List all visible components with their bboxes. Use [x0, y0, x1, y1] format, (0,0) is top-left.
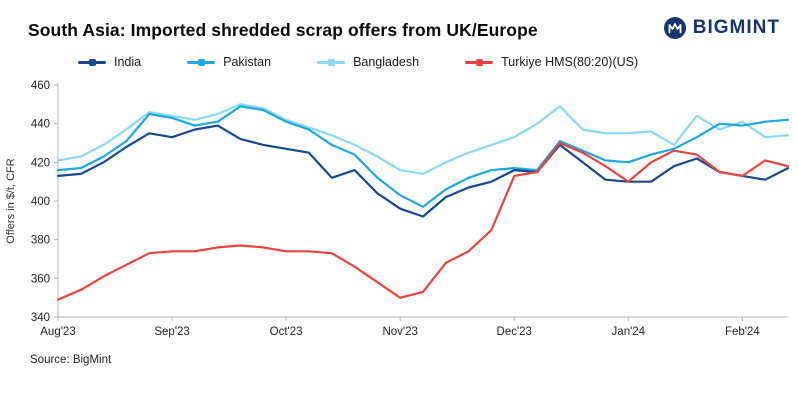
legend-item-pakistan: Pakistan	[187, 55, 271, 69]
chart-legend: India Pakistan Bangladesh Turkiye HMS(80:20…	[78, 55, 798, 69]
source-text: Source: BigMint	[30, 354, 112, 366]
bigmint-logo: BIGMINT	[663, 16, 780, 40]
y-tick-label: 340	[31, 312, 50, 324]
legend-swatch-pakistan	[187, 58, 216, 66]
x-tick-label: Sep'23	[154, 326, 189, 338]
y-tick-label: 360	[31, 273, 50, 285]
x-tick-label: Dec'23	[497, 326, 532, 338]
legend-item-india: India	[78, 55, 141, 69]
chart-wrap: 340 360 380 400 420 440 460 Aug'23 Sep'23 Oct'23 N…	[0, 75, 798, 352]
legend-label-turkiye-hms-80-20-us: Turkiye HMS(80:20)(US)	[501, 55, 639, 69]
x-tick-label: Nov'23	[382, 326, 417, 338]
series-line-pakistan	[56, 105, 790, 208]
x-tick-label: Feb'24	[725, 326, 760, 338]
page-title: South Asia: Imported shredded scrap offe…	[28, 20, 538, 40]
legend-swatch-bangladesh	[317, 58, 346, 66]
y-axis-label: Offers in $/t, CFR	[5, 158, 17, 243]
legend-label-bangladesh: Bangladesh	[353, 55, 420, 69]
y-tick-label: 440	[31, 119, 50, 131]
y-tick-label: 380	[31, 235, 50, 247]
y-tick-label: 420	[31, 157, 50, 169]
legend-item-turkiye-hms-80-20-us: Turkiye HMS(80:20)(US)	[465, 55, 638, 69]
legend-item-bangladesh: Bangladesh	[317, 55, 419, 69]
legend-label-india: India	[114, 55, 142, 69]
x-tick-label: Oct'23	[270, 326, 303, 338]
legend-label-pakistan: Pakistan	[223, 55, 272, 69]
header: South Asia: Imported shredded scrap offe…	[0, 10, 798, 41]
series-line-bangladesh	[56, 103, 790, 176]
legend-swatch-india	[78, 58, 106, 66]
y-tick-label: 460	[31, 80, 50, 92]
series-line-india	[56, 124, 790, 218]
x-tick-label: Aug'23	[40, 326, 75, 338]
chart-canvas: 340 360 380 400 420 440 460 Aug'23 Sep'23 Oct'23 N…	[5, 80, 790, 338]
bigmint-logo-text: BIGMINT	[692, 17, 780, 38]
legend-swatch-turkiye-hms-80-20-us	[465, 58, 494, 66]
series-line-turkiye-hms-80-20-us	[56, 141, 790, 301]
bigmint-logo-icon	[663, 17, 686, 39]
y-tick-label: 400	[31, 196, 50, 208]
x-tick-label: Jan'24	[612, 326, 646, 338]
